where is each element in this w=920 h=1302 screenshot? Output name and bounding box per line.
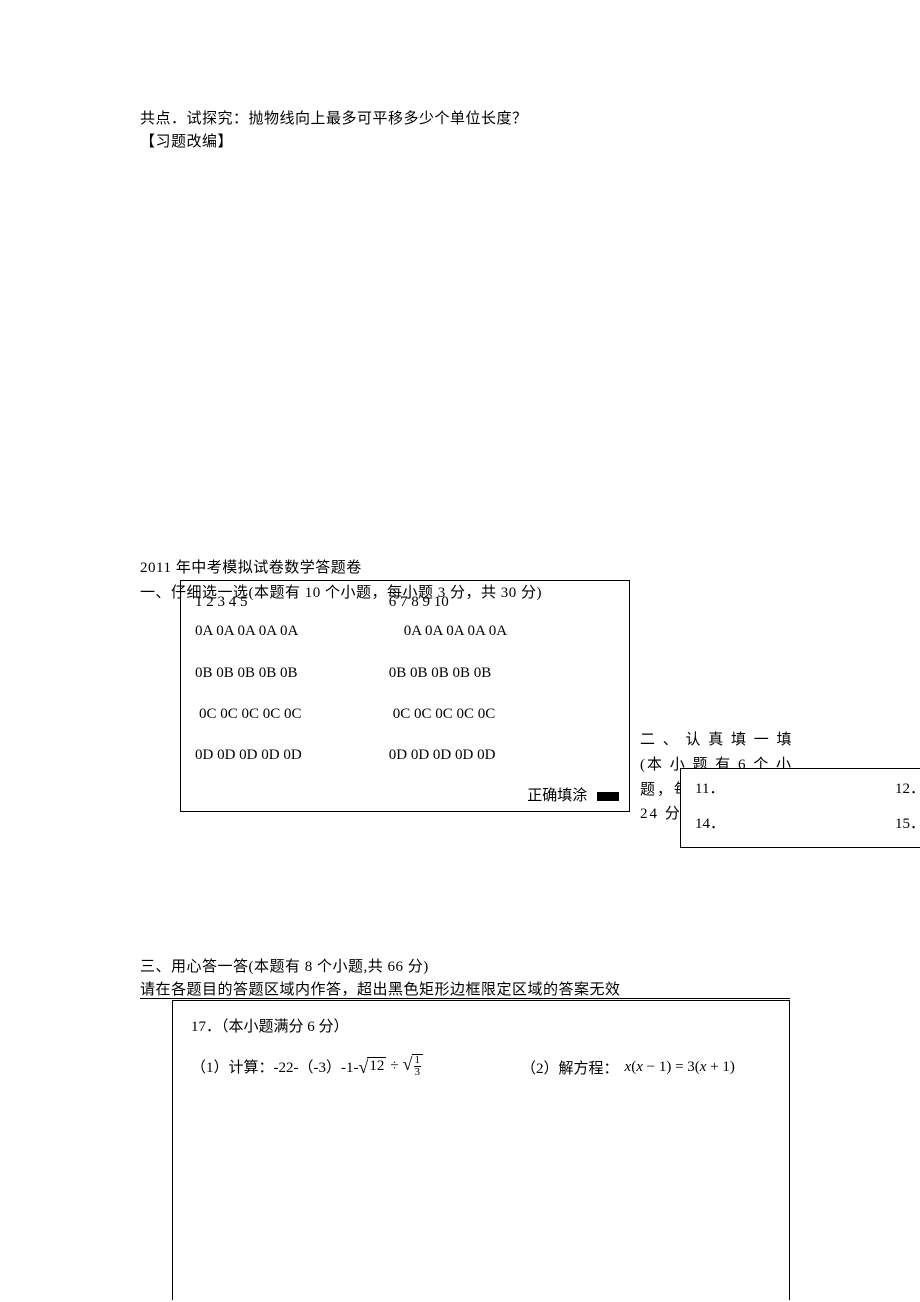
mc-b-left[interactable]: 0B 0B 0B 0B 0B bbox=[195, 662, 385, 685]
q17-title: 17．（本小题满分 6 分） bbox=[191, 1015, 771, 1036]
sqrt-frac-body: 1 3 bbox=[412, 1054, 424, 1078]
fill-row-2: 14． 15． bbox=[695, 812, 920, 833]
p1-prefix: -22-（-3）-1- bbox=[274, 1056, 359, 1077]
mc-header-6-10: 6 7 8 9 10 bbox=[389, 591, 449, 614]
eq-eq: = 3( bbox=[671, 1059, 699, 1075]
frac-den: 3 bbox=[414, 1067, 422, 1078]
mc-row-c: 0C 0C 0C 0C 0C 0C 0C 0C 0C 0C bbox=[195, 703, 615, 726]
mc-d-left[interactable]: 0D 0D 0D 0D 0D bbox=[195, 744, 385, 767]
mc-row-b: 0B 0B 0B 0B 0B 0B 0B 0B 0B 0B bbox=[195, 662, 615, 685]
eq-rp1: + 1) bbox=[706, 1059, 734, 1075]
q11-label: 11． bbox=[695, 777, 895, 798]
mc-header-1-5: 1 2 3 4 5 bbox=[195, 591, 385, 614]
sqrt-symbol-2-icon: √ bbox=[403, 1055, 413, 1073]
q17-part1: （1）计算： -22-（-3）-1- √ 12 ÷ √ 1 3 bbox=[191, 1054, 521, 1078]
mc-c-right[interactable]: 0C 0C 0C 0C 0C bbox=[393, 703, 496, 726]
fill-mark-icon bbox=[597, 792, 619, 801]
p2-label: （2）解方程： bbox=[521, 1057, 619, 1078]
sqrt-frac: √ 1 3 bbox=[403, 1054, 423, 1078]
fill-correct-row: 正确填涂 bbox=[527, 784, 619, 805]
sqrt12-body: 12 bbox=[367, 1057, 386, 1075]
top-line-1: 共点．试探究：抛物线向上最多可平移多少个单位长度？ bbox=[140, 108, 780, 131]
fraction-1-3: 1 3 bbox=[414, 1055, 422, 1078]
p1-label: （1）计算： bbox=[191, 1056, 274, 1077]
mc-d-right[interactable]: 0D 0D 0D 0D 0D bbox=[389, 744, 496, 767]
sqrt12: √ 12 bbox=[359, 1057, 387, 1075]
q17-part2: （2）解方程： x(x − 1) = 3(x + 1) bbox=[521, 1057, 735, 1078]
eq-m1: − 1) bbox=[643, 1059, 671, 1075]
mc-row-d: 0D 0D 0D 0D 0D 0D 0D 0D 0D 0D bbox=[195, 744, 615, 767]
p2-equation: x(x − 1) = 3(x + 1) bbox=[625, 1059, 735, 1076]
mc-a-right[interactable]: 0A 0A 0A 0A 0A bbox=[389, 620, 507, 643]
section3-block: 三、用心答一答(本题有 8 个小题,共 66 分) 请在各题目的答题区域内作答，… bbox=[140, 956, 621, 1001]
mc-a-left[interactable]: 0A 0A 0A 0A 0A bbox=[195, 620, 385, 643]
mc-header-row: 1 2 3 4 5 6 7 8 9 10 bbox=[195, 591, 615, 614]
fill-blank-frame: 11． 12． 14． 15． bbox=[680, 768, 920, 848]
q12-label: 12． bbox=[895, 777, 920, 798]
q17-frame: 17．（本小题满分 6 分） （1）计算： -22-（-3）-1- √ 12 ÷… bbox=[172, 1000, 790, 1300]
q15-label: 15． bbox=[895, 812, 920, 833]
top-line-2: 【习题改编】 bbox=[140, 131, 780, 154]
eq-x2: x bbox=[636, 1059, 643, 1075]
sqrt-symbol-icon: √ bbox=[359, 1058, 369, 1076]
frame-top-extension bbox=[140, 998, 790, 999]
fill-row-1: 11． 12． bbox=[695, 777, 920, 798]
fill-correct-label: 正确填涂 bbox=[527, 788, 587, 804]
multiple-choice-frame: 1 2 3 4 5 6 7 8 9 10 0A 0A 0A 0A 0A 0A 0… bbox=[180, 580, 630, 812]
mc-b-right[interactable]: 0B 0B 0B 0B 0B bbox=[389, 662, 492, 685]
exam-title: 2011 年中考模拟试卷数学答题卷 bbox=[140, 557, 780, 580]
section3-title: 三、用心答一答(本题有 8 个小题,共 66 分) bbox=[140, 956, 621, 979]
q14-label: 14． bbox=[695, 812, 895, 833]
page-content: 共点．试探究：抛物线向上最多可平移多少个单位长度？ 【习题改编】 2011 年中… bbox=[140, 108, 780, 604]
mc-row-a: 0A 0A 0A 0A 0A 0A 0A 0A 0A 0A bbox=[195, 620, 615, 643]
q17-row: （1）计算： -22-（-3）-1- √ 12 ÷ √ 1 3 （2）解方程： … bbox=[191, 1054, 771, 1078]
mc-c-left[interactable]: 0C 0C 0C 0C 0C bbox=[199, 703, 389, 726]
division-sign: ÷ bbox=[386, 1058, 402, 1075]
